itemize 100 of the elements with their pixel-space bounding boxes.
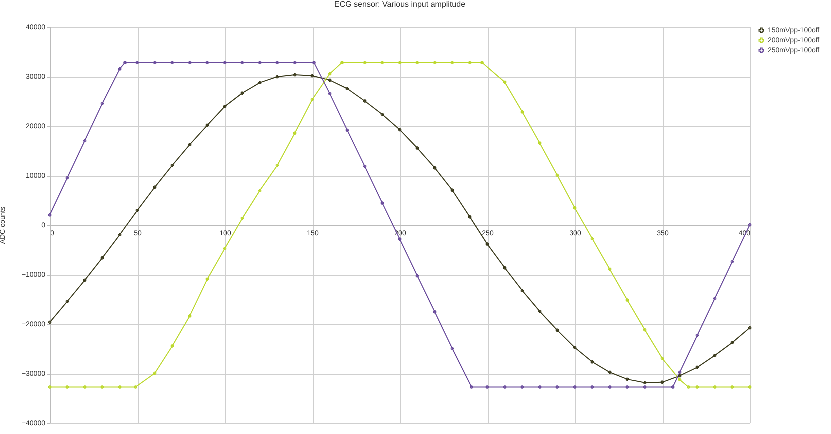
point bbox=[678, 378, 682, 382]
point bbox=[240, 216, 244, 220]
point bbox=[590, 360, 594, 364]
point bbox=[713, 354, 717, 358]
point bbox=[626, 386, 630, 389]
point bbox=[380, 202, 384, 205]
point bbox=[573, 346, 577, 350]
point bbox=[223, 61, 227, 64]
point bbox=[730, 386, 734, 389]
point bbox=[696, 334, 700, 338]
point bbox=[696, 366, 700, 370]
point bbox=[223, 105, 227, 108]
point bbox=[450, 347, 454, 350]
point bbox=[170, 61, 174, 64]
point bbox=[136, 61, 140, 64]
point bbox=[643, 381, 647, 385]
point bbox=[363, 61, 367, 64]
point bbox=[687, 386, 690, 389]
point bbox=[118, 233, 122, 237]
point bbox=[293, 61, 297, 64]
point bbox=[240, 61, 244, 64]
point bbox=[416, 274, 420, 278]
point bbox=[312, 61, 316, 64]
point bbox=[470, 386, 474, 389]
point bbox=[206, 124, 210, 128]
point bbox=[124, 61, 127, 64]
point bbox=[258, 81, 262, 85]
point bbox=[608, 268, 612, 272]
point bbox=[573, 386, 577, 389]
point bbox=[730, 341, 734, 344]
point bbox=[240, 92, 244, 95]
point bbox=[66, 386, 70, 389]
point bbox=[486, 242, 490, 246]
point bbox=[83, 139, 87, 142]
point bbox=[100, 256, 104, 260]
point bbox=[450, 61, 454, 64]
point bbox=[83, 278, 87, 282]
point bbox=[503, 386, 507, 389]
point bbox=[134, 386, 138, 389]
point bbox=[118, 386, 122, 389]
point bbox=[100, 386, 104, 389]
point bbox=[66, 300, 70, 304]
point bbox=[293, 132, 297, 136]
point bbox=[100, 102, 104, 106]
point bbox=[48, 213, 52, 217]
point bbox=[310, 98, 314, 102]
point bbox=[433, 310, 437, 314]
point bbox=[660, 380, 664, 384]
point bbox=[696, 386, 700, 389]
point bbox=[206, 61, 210, 64]
point bbox=[346, 128, 350, 132]
point bbox=[48, 386, 52, 389]
point bbox=[416, 146, 420, 150]
point bbox=[188, 61, 192, 64]
point bbox=[380, 112, 384, 116]
point bbox=[590, 237, 594, 240]
point bbox=[626, 298, 630, 302]
point bbox=[416, 61, 420, 64]
point bbox=[363, 164, 367, 168]
point bbox=[608, 386, 612, 389]
point bbox=[136, 209, 140, 212]
point bbox=[363, 100, 367, 103]
point bbox=[678, 370, 682, 374]
point bbox=[573, 206, 577, 210]
point bbox=[188, 314, 192, 318]
point bbox=[748, 326, 752, 330]
point bbox=[503, 266, 507, 270]
point bbox=[450, 188, 454, 192]
point bbox=[398, 128, 402, 132]
point bbox=[310, 74, 314, 78]
point bbox=[538, 386, 542, 389]
point bbox=[590, 386, 594, 389]
point bbox=[223, 247, 227, 250]
point bbox=[398, 238, 402, 241]
point bbox=[48, 320, 52, 324]
point bbox=[153, 186, 157, 190]
point bbox=[556, 328, 560, 332]
point bbox=[713, 386, 717, 389]
point bbox=[748, 386, 752, 389]
point bbox=[276, 164, 280, 168]
point bbox=[671, 386, 675, 389]
point bbox=[380, 61, 384, 64]
point bbox=[556, 174, 560, 178]
point bbox=[660, 357, 664, 360]
point bbox=[730, 260, 734, 264]
point bbox=[468, 61, 472, 64]
point bbox=[486, 386, 490, 389]
point bbox=[293, 73, 297, 77]
point bbox=[346, 87, 350, 90]
point bbox=[83, 386, 87, 389]
point bbox=[556, 386, 560, 389]
point bbox=[520, 289, 524, 292]
point bbox=[170, 164, 174, 168]
point bbox=[188, 143, 192, 146]
point bbox=[328, 92, 332, 96]
point bbox=[398, 61, 402, 64]
point bbox=[340, 61, 344, 64]
chart-title: ECG sensor: Various input amplitude bbox=[334, 0, 466, 9]
point bbox=[520, 110, 524, 114]
point bbox=[276, 75, 280, 79]
